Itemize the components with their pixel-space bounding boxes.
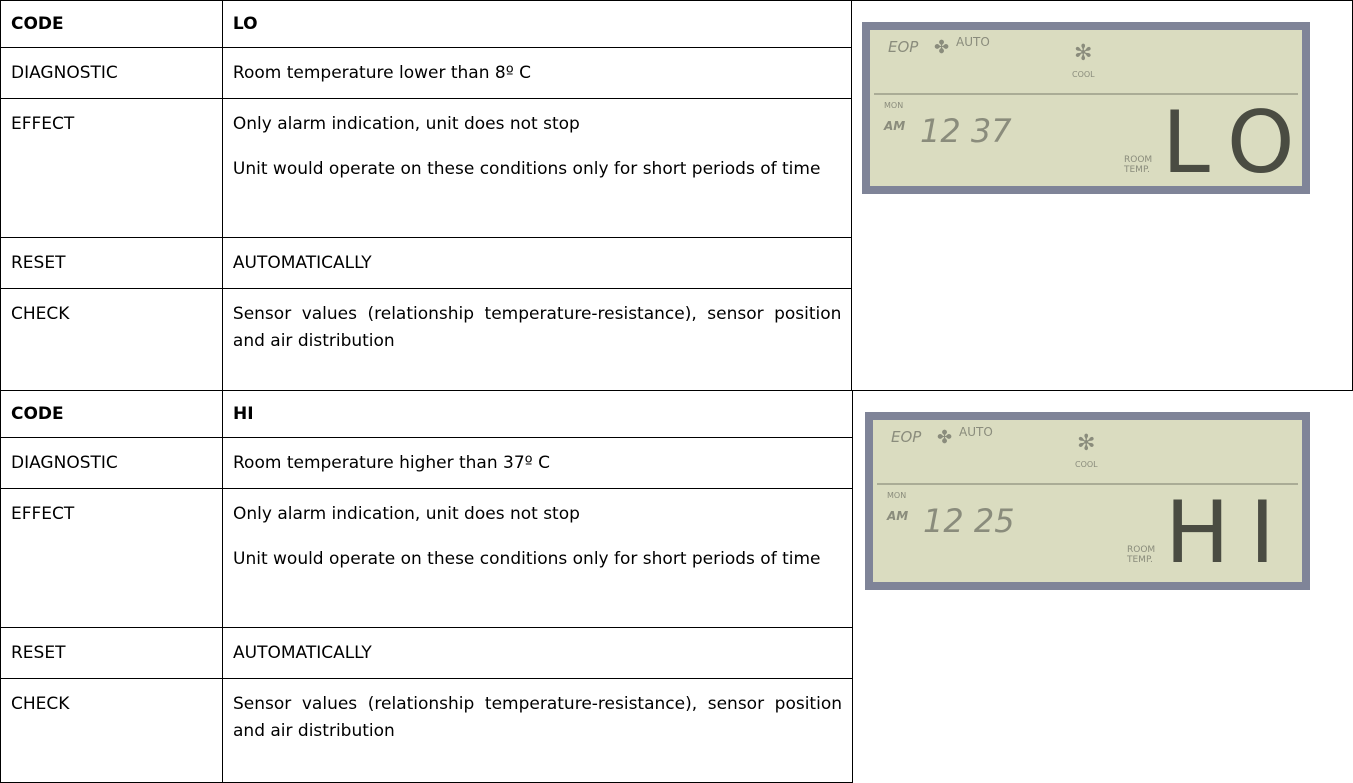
lcd-snow-icon: ✻	[1074, 41, 1092, 66]
paragraph: LO	[233, 11, 842, 38]
lcd-time: 12 25	[923, 502, 1015, 540]
lcd-mode: EOP	[888, 38, 919, 56]
row-text: AUTOMATICALLY	[223, 628, 853, 679]
lcd-code: LO	[1162, 93, 1310, 193]
row-label: EFFECT	[1, 489, 223, 628]
row-text: HI	[223, 391, 853, 438]
paragraph: AUTOMATICALLY	[233, 250, 842, 277]
row-label: RESET	[1, 238, 223, 289]
label-text: DIAGNOSTIC	[11, 453, 118, 473]
row-label: CHECK	[1, 679, 223, 783]
lcd-room: ROOM	[1124, 155, 1152, 165]
row-text: Sensor values (relationship temperature-…	[223, 679, 853, 783]
label-text: CHECK	[11, 304, 69, 324]
page: {"blocks":[ {"rows":[ {"label":"CODE","t…	[0, 0, 1353, 782]
alarm-block: CODE HI DIAGNOSTIC Room temperature higher …	[0, 390, 1353, 782]
lcd-fan-icon: ✤	[934, 37, 949, 58]
lcd-cool: COOL	[1075, 460, 1098, 469]
label-text: RESET	[11, 643, 65, 663]
lcd-time: 12 37	[920, 112, 1012, 150]
lcd-ampm: AM	[883, 119, 905, 133]
label-text: EFFECT	[11, 504, 74, 524]
row-text: LO	[222, 1, 852, 48]
paragraph: Unit would operate on these conditions o…	[233, 546, 842, 573]
paragraph: Sensor values (relationship temperature-…	[233, 301, 842, 355]
paragraph: Room temperature lower than 8º C	[233, 60, 842, 87]
row-label: CHECK	[1, 289, 223, 391]
lcd-mode: EOP	[891, 428, 922, 446]
label-text: EFFECT	[11, 114, 74, 134]
row-text: AUTOMATICALLY	[222, 238, 852, 289]
row-label: CODE	[1, 391, 223, 438]
paragraph: Sensor values (relationship temperature-…	[233, 691, 842, 745]
paragraph: Room temperature higher than 37º C	[233, 450, 842, 477]
alarm-block: CODE LO DIAGNOSTIC Room temperature lower t…	[0, 0, 1353, 390]
label-text: CODE	[11, 14, 64, 34]
lcd-snow-icon: ✻	[1077, 431, 1095, 456]
row-label: DIAGNOSTIC	[1, 438, 223, 489]
paragraph: Unit would operate on these conditions o…	[233, 156, 842, 183]
row-text: Room temperature higher than 37º C	[223, 438, 853, 489]
paragraph: Only alarm indication, unit does not sto…	[233, 111, 842, 138]
label-text: RESET	[11, 253, 65, 273]
row-label: CODE	[1, 1, 223, 48]
lcd-ampm: AM	[886, 509, 908, 523]
paragraph: HI	[233, 401, 842, 428]
row-text: Room temperature lower than 8º C	[222, 48, 852, 99]
row-label: EFFECT	[1, 99, 223, 238]
row-label: DIAGNOSTIC	[1, 48, 223, 99]
lcd-code: HI	[1165, 483, 1295, 583]
row-text: Only alarm indication, unit does not sto…	[222, 99, 852, 238]
lcd-temp: TEMP.	[1126, 555, 1153, 565]
label-text: CODE	[11, 404, 64, 424]
row-label: RESET	[1, 628, 223, 679]
lcd-day: MON	[884, 101, 903, 110]
lcd-day: MON	[887, 491, 906, 500]
lcd-room: ROOM	[1127, 545, 1155, 555]
lcd-fan: AUTO	[959, 425, 993, 439]
lcd-cool: COOL	[1072, 70, 1095, 79]
paragraph: AUTOMATICALLY	[233, 640, 842, 667]
lcd-fan-icon: ✤	[937, 427, 952, 448]
paragraph: Only alarm indication, unit does not sto…	[233, 501, 842, 528]
lcd-temp: TEMP.	[1123, 165, 1150, 175]
row-text: Only alarm indication, unit does not sto…	[223, 489, 853, 628]
lcd-fan: AUTO	[956, 35, 990, 49]
label-text: CHECK	[11, 694, 69, 714]
row-text: Sensor values (relationship temperature-…	[222, 289, 852, 391]
label-text: DIAGNOSTIC	[11, 63, 118, 83]
